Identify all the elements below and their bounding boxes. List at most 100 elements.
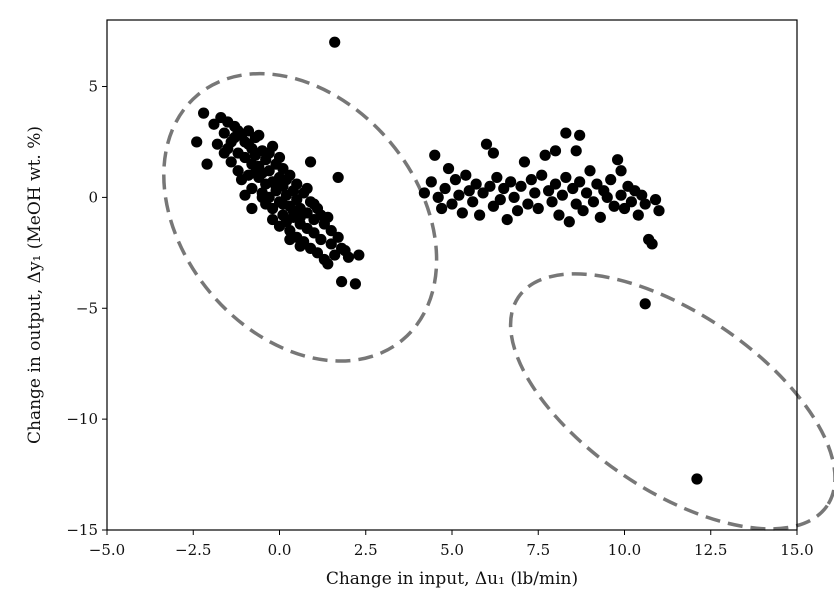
- data-point: [284, 225, 296, 237]
- dashed-ellipse-2: [508, 272, 834, 531]
- x-tick-label: 5.0: [440, 541, 464, 559]
- data-point: [353, 249, 365, 261]
- data-point: [480, 138, 493, 150]
- data-point: [277, 198, 289, 210]
- data-point: [339, 245, 351, 257]
- data-point: [256, 191, 268, 203]
- data-point: [308, 198, 320, 210]
- data-point: [446, 198, 458, 210]
- data-point: [253, 129, 265, 141]
- y-tick-label: −10: [66, 410, 98, 428]
- data-point: [653, 205, 665, 217]
- data-point: [284, 169, 296, 181]
- data-point: [453, 189, 465, 201]
- data-point: [418, 187, 430, 199]
- data-point: [225, 136, 237, 148]
- data-point: [208, 118, 220, 130]
- data-point: [632, 209, 644, 221]
- data-point: [460, 169, 472, 181]
- data-point: [625, 196, 638, 208]
- data-point: [315, 209, 327, 221]
- data-point: [267, 213, 279, 226]
- data-point: [329, 249, 341, 261]
- data-point: [511, 205, 524, 217]
- data-point: [474, 209, 486, 221]
- dashed-ellipse-1: [162, 71, 439, 363]
- data-point: [432, 191, 444, 203]
- data-point: [218, 127, 230, 139]
- data-point: [249, 167, 261, 179]
- data-point: [246, 182, 258, 195]
- data-point: [291, 178, 303, 190]
- data-point: [201, 158, 213, 170]
- data-point: [477, 187, 489, 199]
- x-tick-label: 12.5: [694, 541, 727, 559]
- data-point: [449, 174, 462, 186]
- data-point: [425, 176, 437, 188]
- data-point: [487, 147, 499, 159]
- data-point: [574, 129, 586, 141]
- data-point: [570, 145, 582, 157]
- data-point: [429, 149, 441, 161]
- data-point: [529, 187, 541, 199]
- data-point: [494, 194, 506, 206]
- data-point: [277, 162, 289, 175]
- data-point: [549, 145, 562, 157]
- data-point: [584, 165, 596, 177]
- data-point: [470, 178, 482, 190]
- data-point: [543, 185, 555, 197]
- data-point: [615, 165, 627, 177]
- data-point: [618, 202, 631, 215]
- data-point: [239, 151, 251, 164]
- x-tick-label: −2.5: [175, 541, 211, 559]
- data-point: [570, 198, 582, 210]
- data-point: [549, 178, 562, 190]
- data-point: [594, 211, 606, 223]
- data-point: [649, 194, 662, 206]
- data-point: [308, 227, 320, 239]
- data-point: [270, 180, 282, 192]
- data-point: [484, 180, 496, 192]
- data-point: [487, 200, 499, 212]
- y-axis-ticks: 5 0 −5 −10 −15: [66, 78, 107, 539]
- data-point: [522, 198, 534, 210]
- data-point: [239, 189, 251, 201]
- x-axis-label: Change in input, Δu₁ (lb/min): [326, 569, 578, 589]
- x-tick-label: 10.0: [608, 541, 641, 559]
- data-point: [225, 156, 237, 168]
- x-tick-label: 15.0: [780, 541, 813, 559]
- data-point: [273, 220, 286, 232]
- data-point: [574, 176, 586, 188]
- data-point: [456, 207, 468, 219]
- data-point: [191, 136, 203, 148]
- data-point: [436, 202, 448, 215]
- data-point: [539, 149, 551, 161]
- data-point: [246, 202, 258, 215]
- data-point: [525, 174, 537, 186]
- data-point: [608, 200, 620, 212]
- data-point: [491, 171, 503, 184]
- data-point: [546, 196, 558, 208]
- x-tick-label: 2.5: [354, 541, 378, 559]
- data-point: [304, 156, 317, 168]
- data-point: [560, 127, 572, 139]
- data-point: [577, 205, 589, 217]
- data-point: [218, 147, 230, 159]
- x-tick-label: 7.5: [526, 541, 550, 559]
- data-point: [563, 216, 575, 228]
- data-point: [325, 238, 337, 250]
- data-point: [263, 147, 275, 159]
- y-tick-label: −15: [66, 521, 98, 539]
- data-point: [636, 189, 648, 201]
- data-point: [560, 171, 572, 184]
- data-point: [501, 213, 513, 226]
- data-point: [605, 174, 617, 186]
- data-point: [294, 240, 306, 252]
- data-point: [211, 138, 223, 150]
- data-point: [536, 169, 548, 181]
- data-point: [267, 202, 279, 215]
- data-point: [294, 211, 306, 223]
- data-markers: [191, 36, 703, 485]
- data-point: [442, 162, 455, 175]
